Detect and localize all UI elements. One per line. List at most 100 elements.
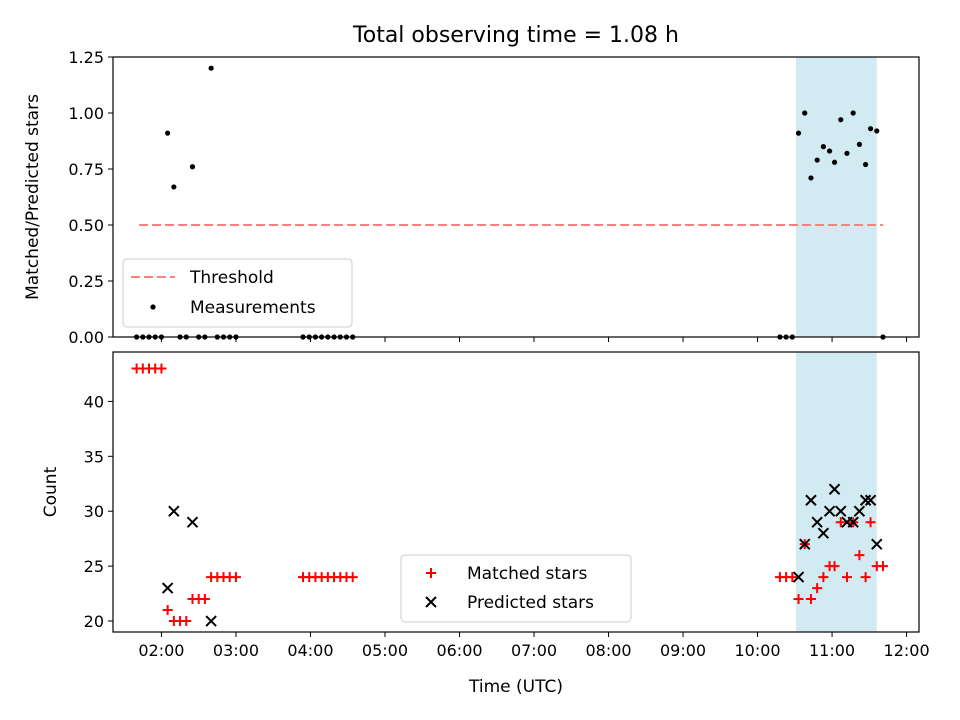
legend-predicted-swatch — [425, 596, 437, 608]
x-axis-label: Time (UTC) — [468, 677, 563, 697]
predicted-star-point — [161, 582, 174, 594]
top-y-axis-label: Matched/Predicted stars — [23, 94, 43, 300]
bottom-marks — [131, 363, 888, 627]
matched-star-point — [854, 550, 865, 561]
matched-star-point — [841, 572, 852, 583]
y-tick-label: 30 — [84, 502, 104, 521]
legend-measurement-label: Measurements — [190, 298, 316, 318]
y-tick-label: 40 — [84, 392, 104, 411]
top-x-ticks — [160, 337, 908, 342]
top-shaded-span — [796, 57, 877, 337]
measurement-point — [850, 110, 856, 116]
y-tick-label: 0.75 — [68, 160, 104, 179]
measurement-point — [171, 184, 177, 190]
y-tick-label: 0.50 — [68, 216, 104, 235]
y-tick-label: 0.00 — [68, 328, 104, 347]
x-tick-label: 05:00 — [362, 641, 408, 660]
bottom-axes-frame — [112, 351, 920, 633]
matched-star-point — [860, 572, 871, 583]
predicted-star-point — [811, 516, 823, 528]
legend-box — [122, 258, 353, 328]
measurement-point — [831, 159, 838, 165]
x-tick-label: 09:00 — [660, 641, 706, 660]
legend-box — [400, 554, 632, 623]
matched-star-point — [156, 363, 167, 374]
matched-star-point — [812, 583, 823, 594]
predicted-star-point — [847, 516, 859, 528]
matched-star-point — [829, 561, 840, 572]
y-tick-label: 20 — [84, 612, 104, 631]
legend-threshold-label: Threshold — [189, 268, 274, 288]
top-panel: 0.00 0.25 0.50 0.75 1.00 1.25 Matched/Predict… — [23, 48, 920, 347]
bottom-legend: Matched stars Predicted stars — [400, 554, 632, 623]
predicted-star-point — [871, 538, 883, 550]
matched-star-point — [818, 572, 829, 583]
top-legend: Threshold Measurements — [122, 258, 353, 328]
predicted-star-point — [828, 483, 841, 495]
matched-star-point — [835, 517, 846, 528]
predicted-star-point — [186, 516, 199, 528]
predicted-star-point — [799, 538, 811, 550]
predicted-star-point — [805, 494, 817, 506]
bottom-panel: 20 25 30 35 40 02:00 03:00 04:00 05:00 06:00 07:0… — [41, 351, 930, 660]
x-tick-label: 02:00 — [138, 641, 184, 660]
top-axes-frame — [112, 56, 920, 338]
x-tick-label: 10:00 — [734, 641, 780, 660]
legend-predicted-label: Predicted stars — [467, 593, 594, 613]
matched-star-point — [793, 594, 804, 605]
matched-star-point — [162, 605, 173, 616]
matched-star-point — [877, 561, 888, 572]
y-tick-label: 1.25 — [68, 48, 104, 67]
top-y-ticks: 0.00 0.25 0.50 0.75 1.00 1.25 — [68, 48, 113, 347]
bottom-x-ticks: 02:00 03:00 04:00 05:00 06:00 07:00 08:00 09:00… — [138, 632, 930, 660]
legend-matched-swatch — [426, 568, 436, 578]
matched-star-point — [230, 572, 241, 583]
measurement-point — [838, 117, 844, 123]
x-tick-label: 12:00 — [884, 641, 930, 660]
y-tick-label: 25 — [84, 557, 104, 576]
matched-star-point — [787, 572, 798, 583]
measurement-point — [826, 148, 833, 154]
matched-star-point — [181, 616, 192, 627]
measurement-point — [844, 150, 850, 156]
bottom-y-axis-label: Count — [41, 466, 61, 517]
measurement-point — [867, 126, 874, 132]
predicted-star-point — [835, 505, 847, 517]
measurement-point — [820, 144, 826, 150]
matched-star-point — [347, 572, 358, 583]
measurement-point — [814, 157, 820, 163]
predicted-star-point — [823, 505, 836, 517]
x-tick-label: 08:00 — [585, 641, 631, 660]
observing-span — [796, 57, 877, 337]
x-tick-label: 03:00 — [213, 641, 259, 660]
predicted-star-point — [817, 527, 830, 539]
matched-star-point — [865, 517, 876, 528]
x-tick-label: 06:00 — [436, 641, 482, 660]
y-tick-label: 35 — [84, 447, 104, 466]
predicted-star-point — [205, 615, 217, 627]
measurement-point — [862, 161, 869, 168]
predicted-star-point — [859, 494, 872, 506]
y-tick-label: 1.00 — [68, 104, 104, 123]
matched-star-point — [805, 594, 816, 605]
measurement-point — [208, 65, 214, 71]
measurement-point — [802, 110, 808, 116]
chart-title: Total observing time = 1.08 h — [352, 23, 679, 48]
x-tick-label: 11:00 — [809, 641, 855, 660]
predicted-star-point — [853, 505, 866, 517]
measurement-point — [874, 128, 880, 134]
y-tick-label: 0.25 — [68, 272, 104, 291]
predicted-star-point — [168, 505, 180, 517]
predicted-star-point — [864, 494, 877, 506]
measurement-point — [808, 175, 814, 181]
matched-star-point — [199, 594, 210, 605]
measurement-point — [189, 164, 196, 170]
measurement-point — [795, 130, 802, 136]
legend-measurement-swatch — [150, 304, 156, 310]
x-tick-label: 07:00 — [511, 641, 557, 660]
predicted-star-point — [792, 571, 805, 583]
measurement-point — [165, 130, 171, 136]
x-tick-label: 04:00 — [287, 641, 333, 660]
bottom-y-ticks: 20 25 30 35 40 — [84, 392, 113, 631]
